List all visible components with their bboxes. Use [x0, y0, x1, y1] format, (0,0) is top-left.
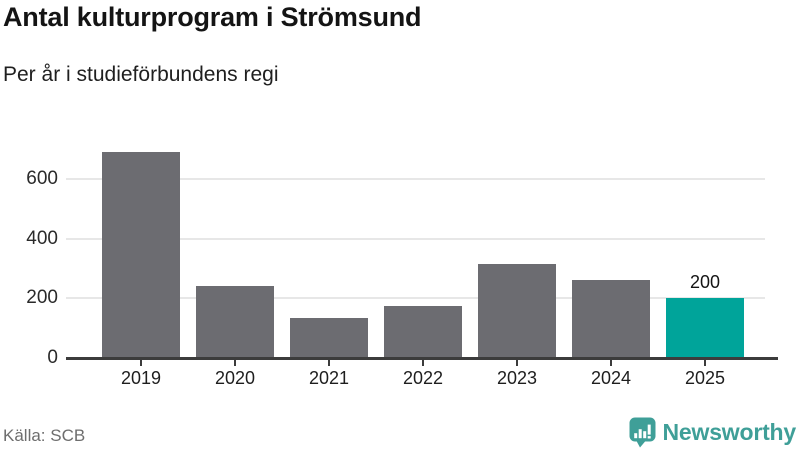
brand-logo: Newsworthy	[629, 416, 796, 448]
x-axis-label-2024: 2024	[590, 368, 632, 388]
bar-2025	[666, 298, 744, 358]
x-axis-tick	[610, 360, 612, 366]
chart-subtitle: Per år i studieförbundens regi	[3, 63, 279, 86]
newsworthy-icon	[629, 417, 656, 448]
gridline-y600	[66, 177, 765, 180]
x-axis-tick	[422, 360, 424, 366]
x-axis-label-2020: 2020	[214, 368, 256, 388]
chart-title: Antal kulturprogram i Strömsund	[3, 2, 422, 32]
x-axis-tick	[516, 360, 518, 366]
x-axis-label-2019: 2019	[120, 368, 162, 388]
x-axis-tick	[234, 360, 236, 366]
x-axis-label-2022: 2022	[402, 368, 444, 388]
gridline-y400	[66, 237, 765, 240]
bar-2020	[196, 286, 274, 358]
x-axis-label-2025: 2025	[684, 368, 726, 388]
y-axis-tick-label: 400	[26, 227, 58, 249]
source-note: Källa: SCB	[3, 426, 86, 445]
y-axis-tick-label: 600	[26, 167, 58, 189]
brand-name: Newsworthy	[662, 418, 797, 445]
x-axis-tick	[328, 360, 330, 366]
bar-2023	[478, 264, 556, 358]
y-axis-tick-label: 200	[26, 287, 58, 309]
x-axis-line	[66, 357, 778, 360]
bar-2024	[572, 280, 650, 358]
x-axis-label-2023: 2023	[496, 368, 538, 388]
bar-2021	[290, 318, 368, 358]
bar-value-label-2025: 200	[689, 272, 721, 292]
bar-2019	[102, 152, 180, 358]
y-axis-tick-label: 0	[47, 347, 58, 368]
gridline-y200	[66, 297, 765, 300]
x-axis-label-2021: 2021	[308, 368, 350, 388]
x-axis-tick	[704, 360, 706, 366]
bar-2022	[384, 306, 462, 358]
x-axis-tick	[140, 360, 142, 366]
